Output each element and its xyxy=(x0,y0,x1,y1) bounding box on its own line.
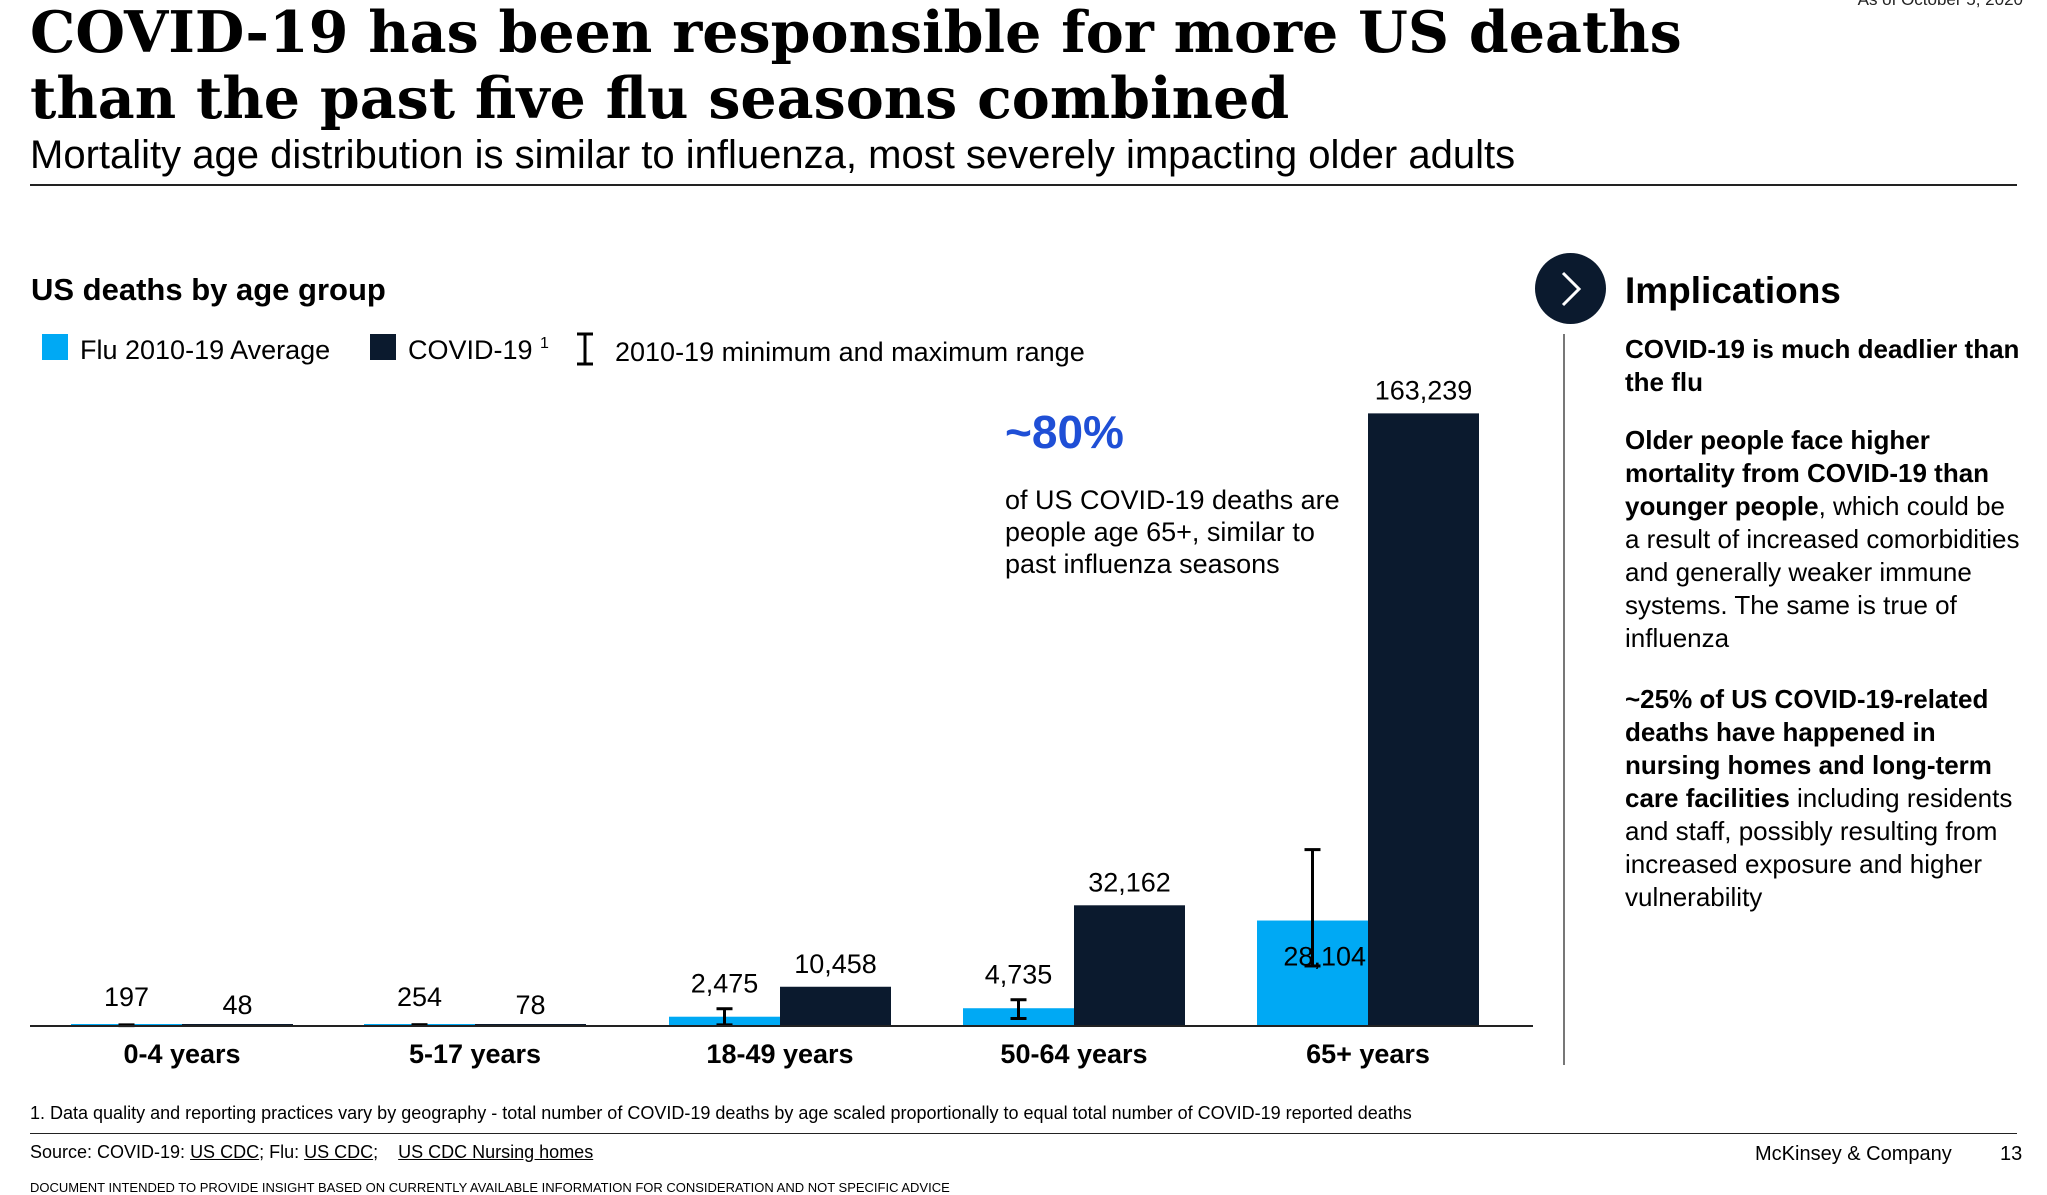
covid-value-label-5: 163,239 xyxy=(1375,375,1473,405)
disclaimer: DOCUMENT INTENDED TO PROVIDE INSIGHT BAS… xyxy=(30,1180,950,1195)
callout-line-3: past influenza seasons xyxy=(1005,549,1280,579)
covid-value-label-2: 78 xyxy=(515,990,545,1020)
callout-line-1: of US COVID-19 deaths are xyxy=(1005,485,1340,515)
legend-flu-swatch xyxy=(42,334,68,360)
implication-3-bold: ~25% of US COVID-19-related deaths have … xyxy=(1625,684,1992,813)
bar-marks xyxy=(71,413,1479,1026)
category-label-4: 50-64 years xyxy=(1000,1039,1147,1069)
value-labels: 197 48 254 78 2,475 10,458 4,735 32,162 28,104 16… xyxy=(104,375,1472,1020)
legend-covid-swatch xyxy=(370,334,396,360)
covid-value-label-1: 48 xyxy=(222,990,252,1020)
implications-badge xyxy=(1535,253,1606,324)
title-divider xyxy=(30,184,2017,186)
implication-3: ~25% of US COVID-19-related deaths have … xyxy=(1625,683,2025,914)
flu-value-label-3: 2,475 xyxy=(691,969,759,999)
covid-value-label-4: 32,162 xyxy=(1088,867,1171,897)
legend-flu-label: Flu 2010-19 Average xyxy=(80,335,330,365)
flu-value-label-4: 4,735 xyxy=(985,960,1053,990)
source-line: Source: COVID-19: US CDC; Flu: US CDC; U… xyxy=(30,1142,593,1163)
footnote: 1. Data quality and reporting practices … xyxy=(30,1103,1412,1123)
implications-divider xyxy=(1563,334,1565,1065)
flu-value-label-5: 28,104 xyxy=(1283,942,1366,972)
covid-value-label-3: 10,458 xyxy=(794,949,877,979)
implication-2-bold: Older people face higher mortality from … xyxy=(1625,425,1990,521)
implication-2-text: , which could be a result of increased c… xyxy=(1625,491,2020,653)
source-mid: ; Flu: xyxy=(259,1142,305,1162)
covid-bar-5 xyxy=(1368,413,1479,1026)
chevron-right-icon xyxy=(1561,271,1582,307)
page-subtitle: Mortality age distribution is similar to… xyxy=(30,133,1516,177)
legend-covid-label: COVID-19 xyxy=(408,335,533,365)
brand-name: McKinsey & Company xyxy=(1755,1143,1952,1165)
flu-value-label-2: 254 xyxy=(397,982,442,1012)
footer-divider xyxy=(30,1133,2017,1134)
callout-line-2: people age 65+, similar to xyxy=(1005,517,1315,547)
legend-range-icon xyxy=(577,332,593,366)
deaths-by-age-chart: Flu 2010-19 Average COVID-19 1 2010-19 m… xyxy=(30,332,1533,1069)
covid-bar-4 xyxy=(1074,905,1185,1026)
implication-3-text: including residents and staff, possibly … xyxy=(1625,783,2013,912)
source-link-flu[interactable]: US CDC xyxy=(304,1142,374,1162)
legend-range-label: 2010-19 minimum and maximum range xyxy=(615,337,1085,367)
page-title: COVID-19 has been responsible for more U… xyxy=(30,0,1682,132)
implication-1: COVID-19 is much deadlier than the flu xyxy=(1625,333,2025,399)
category-label-5: 65+ years xyxy=(1306,1039,1430,1069)
source-sep: ; xyxy=(373,1142,379,1162)
page-number: 13 xyxy=(2000,1143,2023,1165)
flu-range-whisker-4 xyxy=(1010,998,1027,1020)
as-of-date: As of October 5, 2020 xyxy=(1858,0,2023,10)
category-label-1: 0-4 years xyxy=(123,1039,240,1069)
category-label-3: 18-49 years xyxy=(706,1039,853,1069)
implication-2: Older people face higher mortality from … xyxy=(1625,424,2025,655)
source-link-covid[interactable]: US CDC xyxy=(190,1142,260,1162)
chart-heading: US deaths by age group xyxy=(31,272,386,307)
implication-1-bold: COVID-19 is much deadlier than the flu xyxy=(1625,334,2020,397)
legend-covid-footnote-marker: 1 xyxy=(540,335,549,352)
flu-value-label-1: 197 xyxy=(104,982,149,1012)
category-label-2: 5-17 years xyxy=(409,1039,541,1069)
category-labels: 0-4 years 5-17 years 18-49 years 50-64 year… xyxy=(123,1039,1429,1069)
source-link-nursing-homes[interactable]: US CDC Nursing homes xyxy=(398,1142,594,1162)
callout-percentage: ~80% xyxy=(1005,406,1124,458)
flu-range-whisker-3 xyxy=(716,1007,733,1027)
source-prefix: Source: COVID-19: xyxy=(30,1142,191,1162)
covid-bar-3 xyxy=(780,986,891,1026)
implications-heading: Implications xyxy=(1625,270,1841,311)
flu-range-whisker-5 xyxy=(1304,848,1321,968)
